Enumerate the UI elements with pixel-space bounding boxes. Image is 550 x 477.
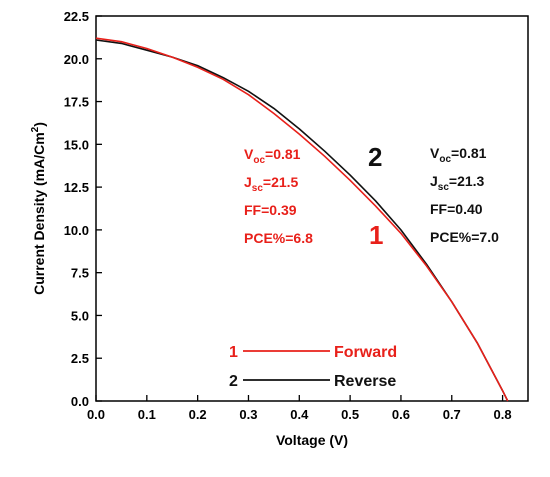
y-tick-label-5: 12.5 — [64, 180, 89, 195]
plot-frame — [95, 15, 529, 402]
y-tick-label-7: 17.5 — [64, 95, 89, 110]
param-name: FF — [244, 202, 262, 218]
axis-ticks: 0.0 0.1 0.2 0.3 0.4 0.5 0.6 0.7 0.8 0.0 2.5 5.0 7.5 1… — [64, 9, 512, 422]
parameter-annotations: Voc=0.81Jsc=21.5FF=0.39PCE%=6.8Voc=0.81J… — [244, 142, 499, 250]
x-tick-label-5: 0.5 — [341, 407, 359, 422]
param-forward-0: Voc=0.81 — [244, 146, 301, 166]
param-value: =0.39 — [261, 202, 297, 218]
param-value: =0.40 — [447, 201, 483, 217]
param-name: J — [430, 173, 438, 189]
legend-label-forward: Forward — [334, 344, 397, 361]
y-axis-title-end: ) — [31, 122, 47, 127]
param-name: FF — [430, 201, 448, 217]
x-tick-label-6: 0.6 — [392, 407, 410, 422]
param-sub: sc — [438, 182, 450, 193]
legend-marker-reverse: 2 — [229, 373, 238, 390]
param-forward-3: PCE%=6.8 — [244, 230, 313, 246]
param-forward-1: Jsc=21.5 — [244, 174, 299, 194]
series-lines — [95, 37, 509, 402]
legend-label-reverse: Reverse — [334, 373, 396, 390]
curve-marker-forward: 1 — [369, 220, 383, 250]
x-tick-label-1: 0.1 — [138, 407, 156, 422]
param-sub: oc — [253, 155, 265, 166]
param-forward-2: FF=0.39 — [244, 202, 297, 218]
series-line-reverse — [95, 39, 509, 402]
y-tick-label-2: 5.0 — [71, 308, 89, 323]
y-tick-label-8: 20.0 — [64, 52, 89, 67]
param-value: =6.8 — [285, 230, 313, 246]
param-name: PCE% — [244, 230, 286, 246]
param-reverse-0: Voc=0.81 — [430, 145, 487, 165]
x-tick-label-4: 0.4 — [290, 407, 309, 422]
param-value: =21.3 — [449, 173, 485, 189]
param-name: V — [244, 146, 254, 162]
x-tick-label-0: 0.0 — [87, 407, 105, 422]
param-value: =21.5 — [263, 174, 299, 190]
y-axis-title-main: Current Density (mA/Cm — [31, 132, 47, 295]
x-tick-label-8: 0.8 — [494, 407, 512, 422]
curve-marker-reverse: 2 — [368, 142, 382, 172]
param-name: PCE% — [430, 229, 472, 245]
x-axis-title: Voltage (V) — [276, 432, 348, 448]
param-value: =0.81 — [265, 146, 301, 162]
x-tick-label-7: 0.7 — [443, 407, 461, 422]
param-sub: oc — [439, 154, 451, 165]
y-tick-label-0: 0.0 — [71, 394, 89, 409]
y-tick-label-3: 7.5 — [71, 266, 89, 281]
legend-marker-forward: 1 — [229, 344, 238, 361]
param-value: =0.81 — [451, 145, 487, 161]
series-line-forward — [95, 37, 509, 402]
y-axis-title-sup: 2 — [30, 126, 41, 132]
y-tick-label-9: 22.5 — [64, 9, 89, 24]
param-value: =7.0 — [471, 229, 499, 245]
param-name: V — [430, 145, 440, 161]
y-tick-label-4: 10.0 — [64, 223, 89, 238]
y-tick-label-1: 2.5 — [71, 351, 89, 366]
legend: 1 Forward 2 Reverse — [229, 344, 397, 390]
param-sub: sc — [252, 183, 264, 194]
param-reverse-3: PCE%=7.0 — [430, 229, 499, 245]
y-tick-label-6: 15.0 — [64, 137, 89, 152]
param-reverse-1: Jsc=21.3 — [430, 173, 485, 193]
y-axis-title: Current Density (mA/Cm2) — [30, 122, 47, 295]
param-name: J — [244, 174, 252, 190]
x-tick-label-3: 0.3 — [239, 407, 257, 422]
param-reverse-2: FF=0.40 — [430, 201, 483, 217]
x-tick-label-2: 0.2 — [189, 407, 207, 422]
